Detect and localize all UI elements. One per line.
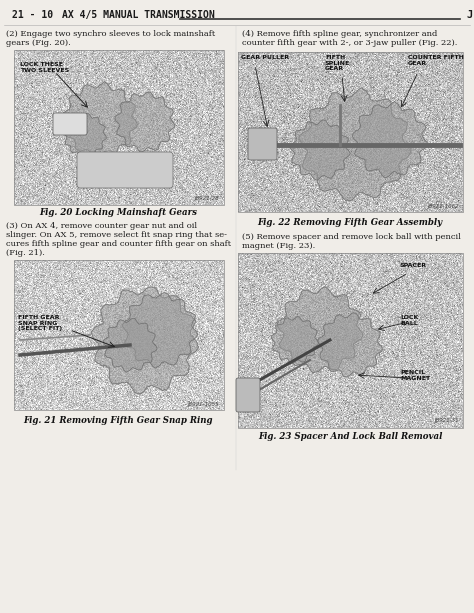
Text: (4) Remove fifth spline gear, synchronizer and: (4) Remove fifth spline gear, synchroniz…: [242, 30, 438, 38]
Text: LOCK THESE
TWO SLEEVES: LOCK THESE TWO SLEEVES: [20, 62, 69, 72]
Text: (3) On AX 4, remove counter gear nut and oil: (3) On AX 4, remove counter gear nut and…: [6, 222, 197, 230]
Text: 21 - 10: 21 - 10: [12, 10, 53, 20]
Polygon shape: [123, 292, 198, 368]
Polygon shape: [318, 313, 383, 377]
Text: Fig. 20 Locking Mainshaft Gears: Fig. 20 Locking Mainshaft Gears: [39, 208, 197, 217]
Polygon shape: [115, 92, 175, 152]
Text: SPACER: SPACER: [400, 263, 427, 268]
Text: magnet (Fig. 23).: magnet (Fig. 23).: [242, 242, 315, 250]
Polygon shape: [91, 287, 199, 394]
Polygon shape: [277, 287, 363, 373]
Text: J8921-28: J8921-28: [195, 196, 220, 201]
FancyBboxPatch shape: [248, 128, 277, 160]
FancyBboxPatch shape: [238, 253, 463, 428]
Text: gears (Fig. 20).: gears (Fig. 20).: [6, 39, 71, 47]
Polygon shape: [299, 88, 411, 201]
FancyBboxPatch shape: [14, 50, 224, 205]
Text: (5) Remove spacer and remove lock ball with pencil: (5) Remove spacer and remove lock ball w…: [242, 233, 461, 241]
Text: COUNTER FIFTH
GEAR: COUNTER FIFTH GEAR: [408, 55, 464, 66]
Text: PENCIL
MAGNET: PENCIL MAGNET: [400, 370, 430, 381]
Text: FIFTH
SPLINE
GEAR: FIFTH SPLINE GEAR: [325, 55, 350, 71]
Text: LOCK
BALL: LOCK BALL: [400, 315, 419, 326]
FancyBboxPatch shape: [53, 113, 87, 135]
Polygon shape: [353, 101, 428, 178]
FancyBboxPatch shape: [236, 378, 260, 412]
Text: AX 4/5 MANUAL TRANSMISSION: AX 4/5 MANUAL TRANSMISSION: [62, 10, 215, 20]
Polygon shape: [290, 120, 350, 180]
Text: counter fifth gear with 2-, or 3-jaw puller (Fig. 22).: counter fifth gear with 2-, or 3-jaw pul…: [242, 39, 457, 47]
Text: (2) Engage two synchro sleeves to lock mainshaft: (2) Engage two synchro sleeves to lock m…: [6, 30, 215, 38]
FancyBboxPatch shape: [14, 260, 224, 410]
FancyBboxPatch shape: [77, 152, 173, 188]
Text: GEAR PULLER: GEAR PULLER: [241, 55, 289, 60]
Text: (Fig. 21).: (Fig. 21).: [6, 249, 45, 257]
Text: cures fifth spline gear and counter fifth gear on shaft: cures fifth spline gear and counter fift…: [6, 240, 231, 248]
Text: Fig. 23 Spacer And Lock Ball Removal: Fig. 23 Spacer And Lock Ball Removal: [258, 432, 442, 441]
Text: J8921-1055: J8921-1055: [188, 402, 220, 407]
Polygon shape: [62, 82, 138, 158]
Text: FIFTH GEAR
SNAP RING
(SELECT FIT): FIFTH GEAR SNAP RING (SELECT FIT): [18, 315, 62, 331]
Text: Fig. 22 Removing Fifth Gear Assembly: Fig. 22 Removing Fifth Gear Assembly: [257, 218, 443, 227]
FancyBboxPatch shape: [238, 52, 463, 212]
Polygon shape: [103, 318, 157, 372]
Text: slinger. On AX 5, remove select fit snap ring that se-: slinger. On AX 5, remove select fit snap…: [6, 231, 227, 239]
Text: J8921-31: J8921-31: [436, 418, 460, 423]
Polygon shape: [272, 316, 319, 364]
Polygon shape: [64, 113, 106, 157]
Text: J8921-1062: J8921-1062: [428, 204, 460, 209]
Text: Fig. 21 Removing Fifth Gear Snap Ring: Fig. 21 Removing Fifth Gear Snap Ring: [23, 416, 213, 425]
Text: J: J: [466, 10, 472, 20]
